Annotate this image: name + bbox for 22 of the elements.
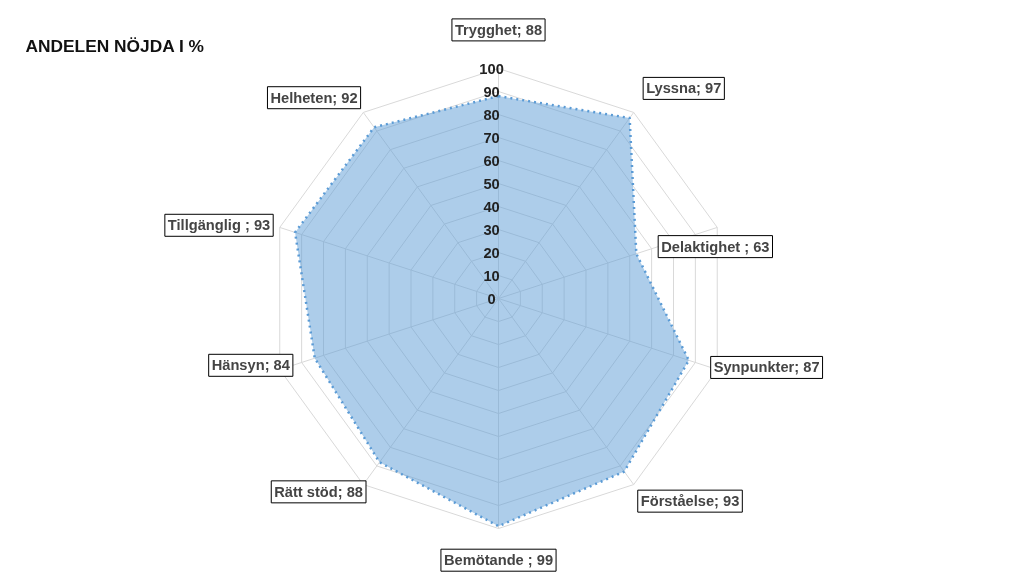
y-tick-label: 10 — [483, 267, 500, 284]
spoke-label: Bemötande ; 99 — [443, 552, 554, 569]
y-tick-label: 60 — [483, 152, 500, 169]
spoke-label: Förståelse; 93 — [640, 493, 740, 510]
y-tick-label: 0 — [487, 290, 496, 307]
spoke-label: Helheten; 92 — [270, 89, 358, 106]
spoke-label: Delaktighet ; 63 — [661, 238, 770, 255]
spoke-label: Tillgänglig ; 93 — [167, 217, 271, 234]
spoke-label: Lyssna; 97 — [646, 80, 722, 97]
y-tick-label: 20 — [483, 244, 500, 261]
y-tick-label: 90 — [483, 83, 500, 100]
spoke-label: Rätt stöd; 88 — [274, 483, 364, 500]
spoke-label: Synpunkter; 87 — [713, 359, 820, 376]
y-tick-label: 40 — [483, 198, 500, 215]
y-tick-label: 100 — [479, 60, 504, 77]
y-tick-label: 80 — [483, 106, 500, 123]
spoke-label: Trygghet; 88 — [454, 21, 543, 38]
y-tick-label: 50 — [483, 175, 500, 192]
y-tick-label: 70 — [483, 129, 500, 146]
text: ANDELEN NÖJDA I % — [25, 35, 204, 56]
spoke-label: Hänsyn; 84 — [211, 357, 291, 374]
y-tick-label: 30 — [483, 221, 500, 238]
